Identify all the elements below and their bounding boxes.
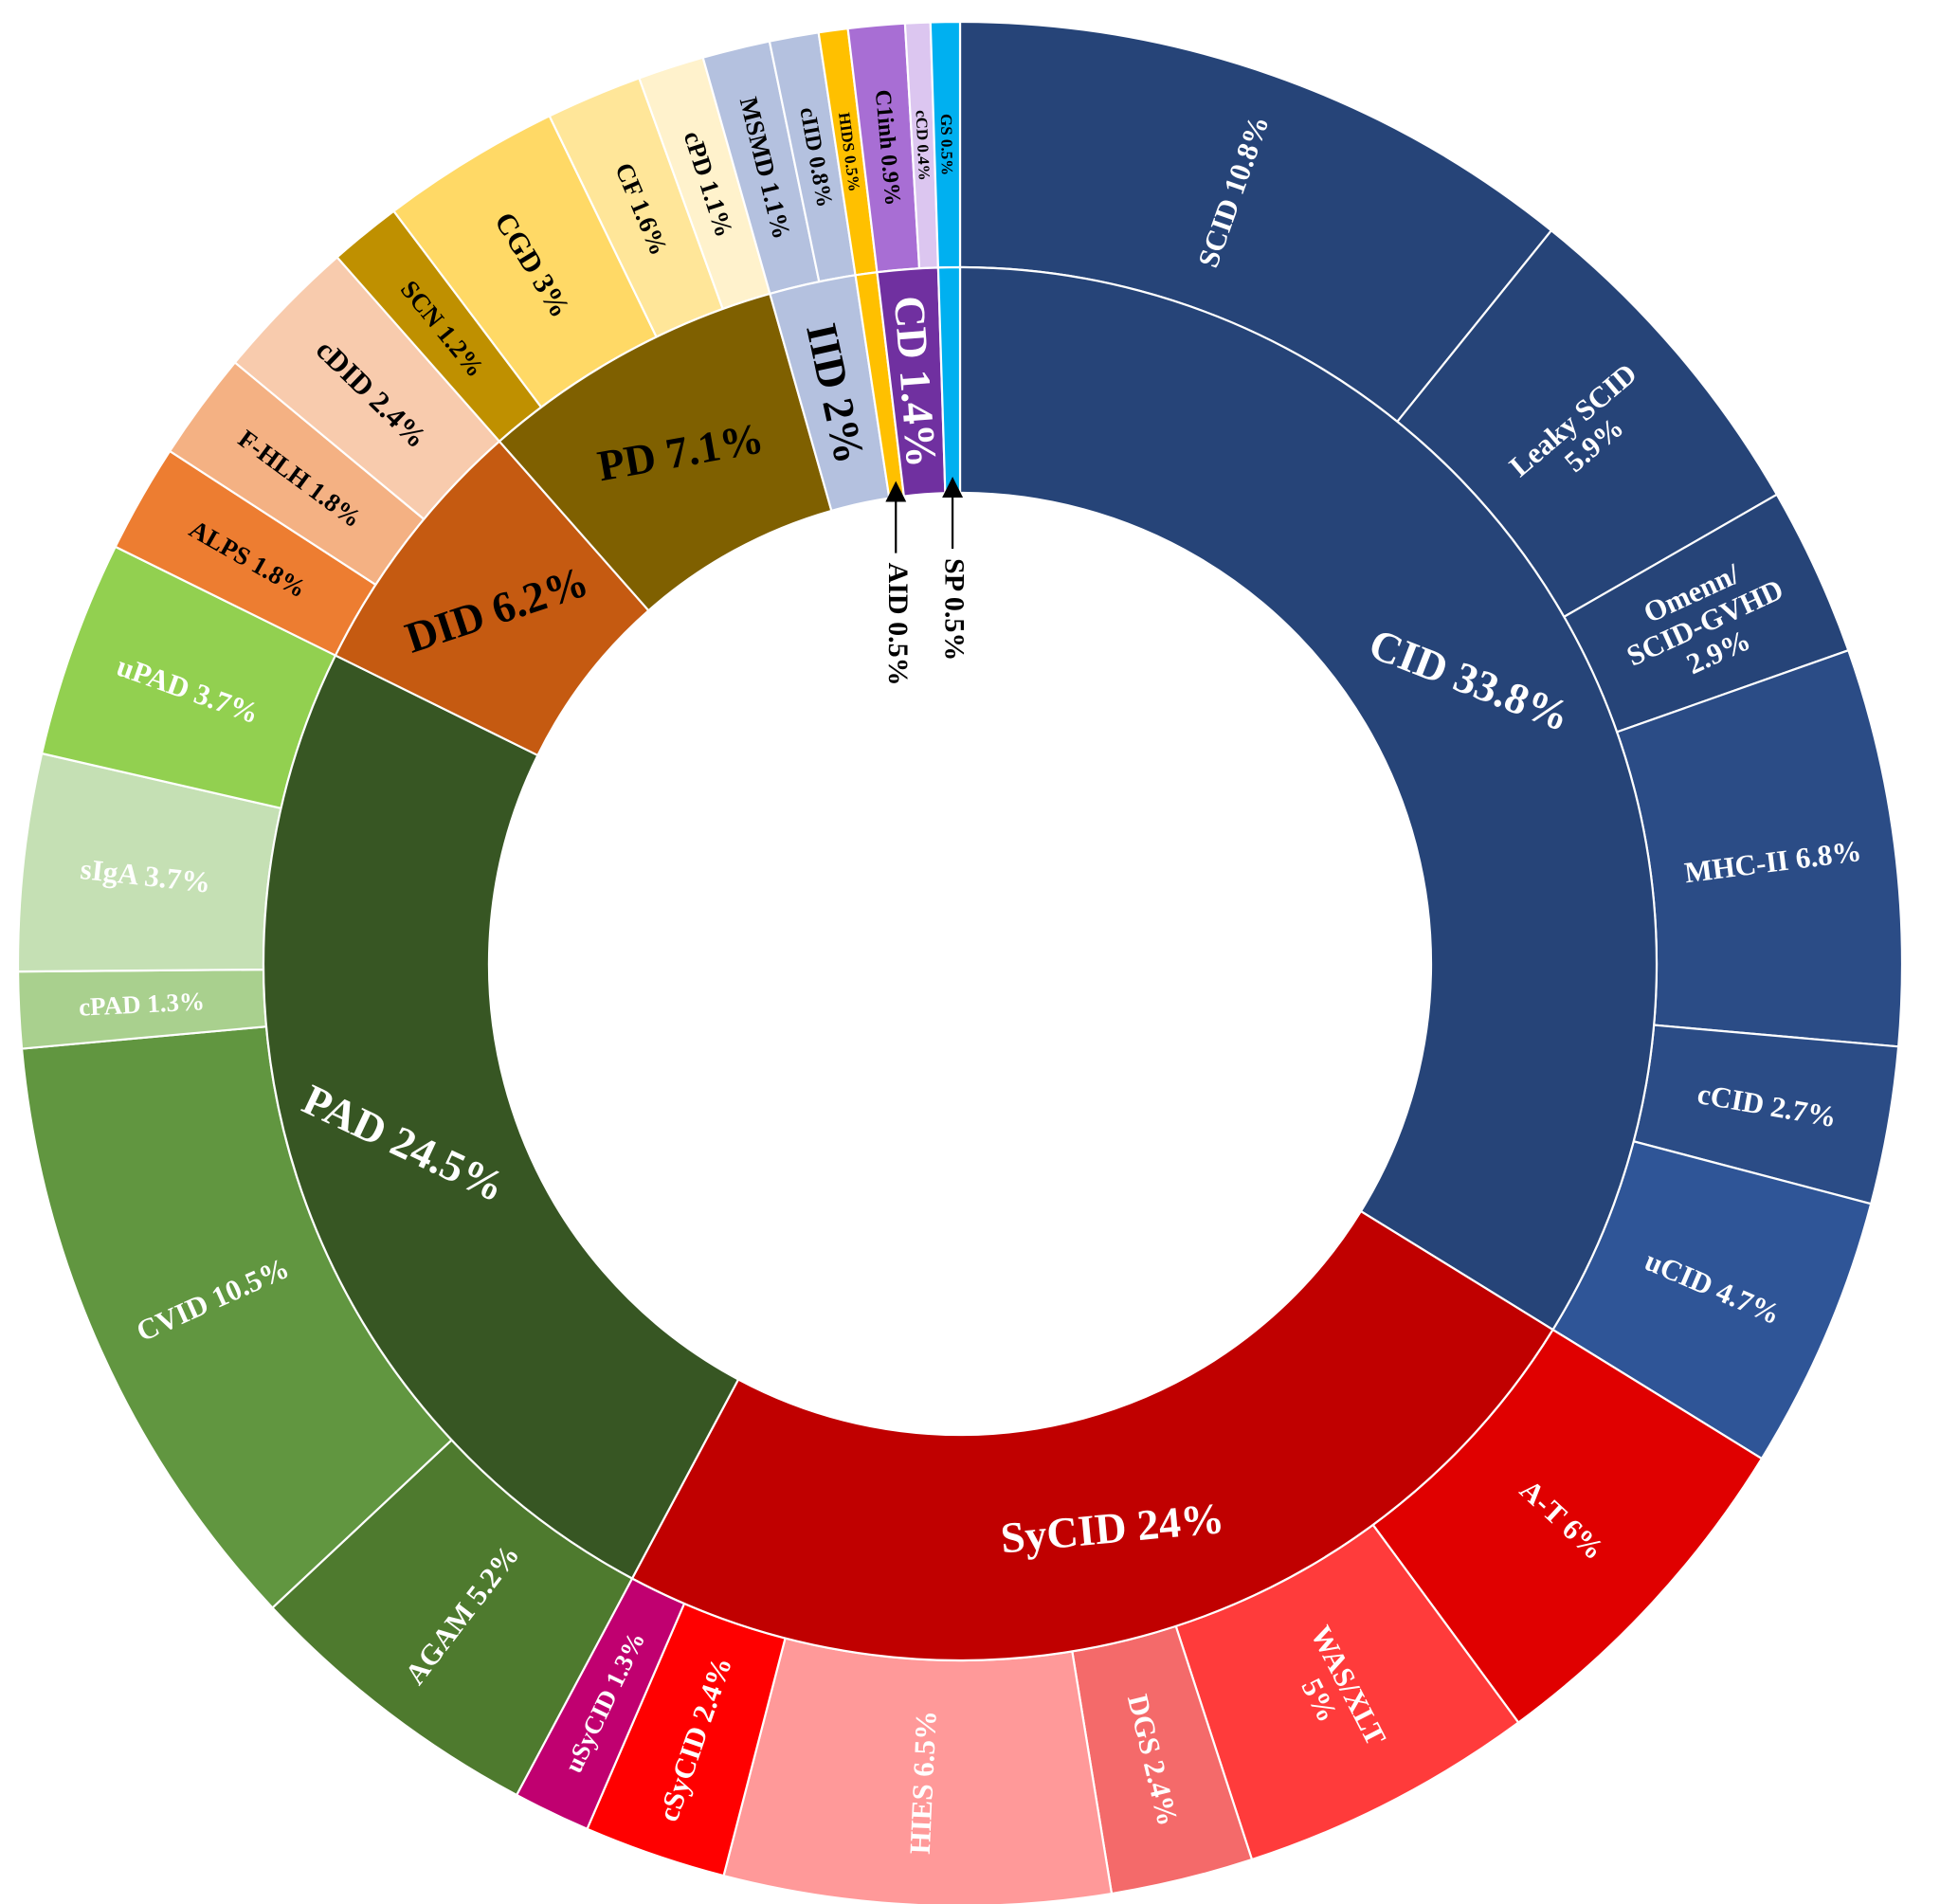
outer-label-gs: GS 0.5% <box>937 114 956 175</box>
inner-segment-sycid <box>630 1209 1554 1662</box>
outer-label-hies: HIES 6.5% <box>902 1710 942 1855</box>
outer-label-cpad: cPAD 1.3% <box>78 987 205 1022</box>
annotations: AID 0.5% SP 0.5% <box>882 477 970 686</box>
inner-segment-cid <box>958 265 1659 1332</box>
outer-label-ccd: cCD 0.4% <box>913 110 934 181</box>
inner-ring <box>262 265 1659 1662</box>
annotation-label-aid: AID 0.5% <box>882 563 914 686</box>
inner-segment-pad <box>262 654 740 1580</box>
annotation-label-sp: SP 0.5% <box>939 558 970 661</box>
